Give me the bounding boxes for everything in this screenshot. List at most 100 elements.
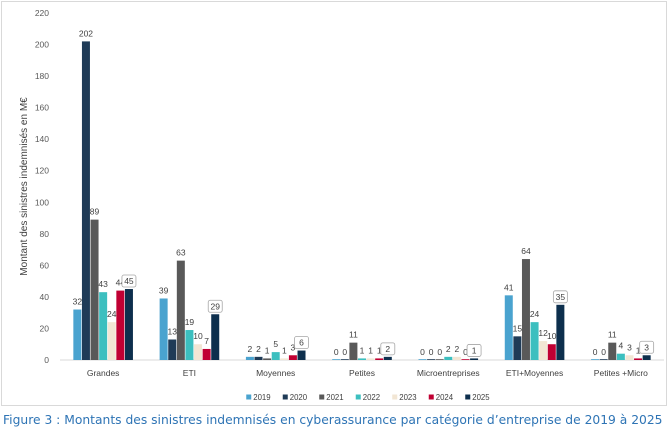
bar [461,359,470,360]
data-label: 2 [256,344,261,354]
data-label: 1 [282,345,287,355]
legend-label: 2020 [290,393,308,402]
bar [159,298,168,360]
bar [288,355,297,360]
category-label: Moyennes [256,368,295,378]
data-label: 7 [204,336,209,346]
data-label: 0 [334,347,339,357]
bar [168,339,177,360]
data-label: 1 [636,345,641,355]
bar [358,358,366,360]
bar [340,359,349,360]
data-label: 39 [159,285,169,295]
bar [427,359,436,360]
bar [435,359,444,360]
bar [202,348,211,360]
bar [521,259,530,360]
bar [642,355,651,360]
bar [280,358,289,360]
figure-caption: Figure 3 : Montants des sinistres indemn… [3,413,663,427]
data-label: 6 [299,338,304,348]
legend-label: 2019 [253,393,270,402]
category-label: Microentreprises [417,368,480,378]
bar [349,342,358,360]
data-label-box [207,299,223,313]
data-label: 11 [608,330,617,340]
data-label: 2 [385,344,390,354]
y-tick-label: 0 [44,355,49,365]
data-label: 29 [210,301,220,311]
legend-swatch [282,394,288,400]
bar [81,41,90,361]
data-label: 13 [167,326,177,336]
data-label: 63 [176,248,186,258]
data-label: 44 [116,278,126,288]
data-label: 0 [463,347,468,357]
data-label-box [380,342,396,356]
bar [547,344,556,360]
data-label: 5 [273,339,278,349]
y-tick-label: 120 [35,166,49,176]
data-label-box [466,344,482,357]
bar [90,219,99,360]
legend-label: 2021 [326,393,343,402]
data-label: 45 [124,276,134,286]
legend-label: 2023 [399,393,416,402]
bar [444,356,453,360]
data-label-box [552,290,568,304]
legend-swatch [355,394,361,400]
y-tick-label: 220 [35,8,49,18]
category-label: Petites [349,368,375,378]
data-label: 41 [504,282,514,292]
data-label: 0 [342,347,347,357]
bar [375,358,384,360]
data-label: 32 [73,297,83,307]
bar [539,341,548,360]
data-label: 0 [593,347,598,357]
bar [271,352,280,360]
data-label: 3 [627,342,632,352]
category-label: Grandes [87,368,120,378]
legend-swatch [392,394,398,400]
data-label: 24 [530,309,540,319]
data-label: 1 [360,345,365,355]
data-label: 64 [521,246,531,256]
legend-swatch [246,394,252,400]
bar [366,358,375,360]
data-label: 4 [618,341,623,351]
y-tick-label: 20 [40,323,50,333]
y-tick-label: 200 [35,40,49,50]
legend-swatch [428,394,434,400]
bar [452,356,461,360]
bar [513,336,522,360]
bar [297,350,306,360]
chart-frame: 0 20 40 60 80 100 120 140 160 180 200 220 32 202 89 43… [1,1,667,406]
data-label: 0 [437,347,442,357]
data-label: 10 [193,331,203,341]
data-label: 3 [644,342,649,352]
bar [73,309,82,360]
data-label: 15 [513,323,523,333]
data-label: 2 [455,344,460,354]
legend-swatch [319,394,325,400]
y-tick-label: 140 [35,134,49,144]
bar [332,359,341,360]
data-label-box [639,340,655,354]
y-tick-label: 180 [35,71,49,81]
legend-label: 2025 [472,393,490,402]
data-label: 12 [538,328,548,338]
y-tick-label: 160 [35,103,49,113]
data-label: 3 [291,342,296,352]
category-label: ETI [183,368,196,378]
bar [116,290,125,360]
bar [599,359,608,360]
bar [185,330,194,360]
legend-label: 2022 [363,393,380,402]
bar [263,358,272,360]
y-tick-label: 60 [40,260,50,270]
data-label: 11 [349,330,358,340]
bar [608,342,617,360]
y-tick-label: 40 [40,292,50,302]
data-label: 202 [79,28,93,38]
